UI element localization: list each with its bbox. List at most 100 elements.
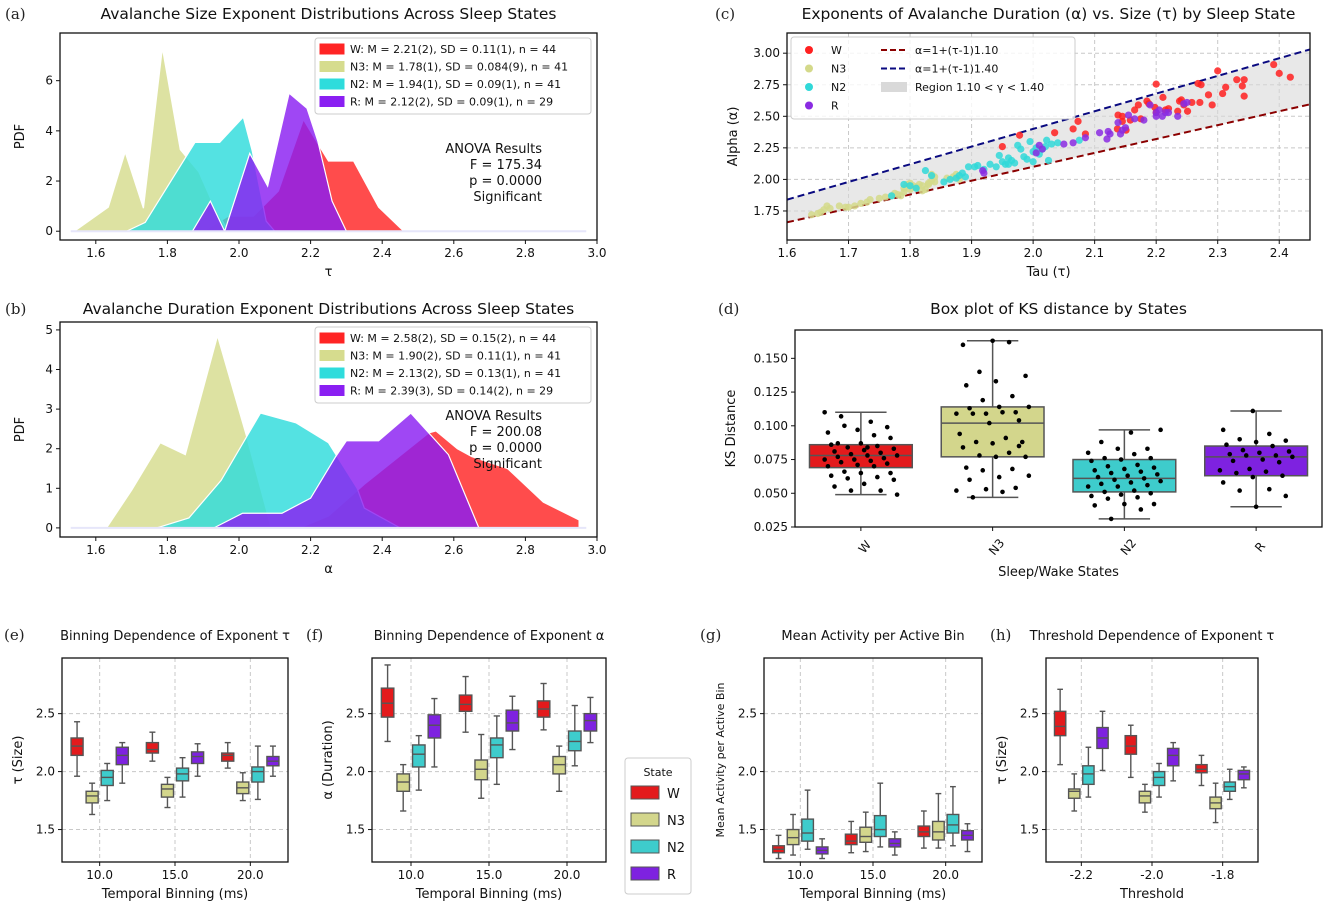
data-point [1122,501,1127,507]
legend-label: W: M = 2.21(2), SD = 0.11(1), n = 44 [350,43,556,56]
x-tick-label: 1.6 [777,246,796,260]
data-point [1237,436,1242,442]
box-iqr [411,744,426,768]
data-point [875,443,880,449]
x-tick-label: 2.4 [1270,246,1289,260]
box-iqr [251,766,265,783]
legend-swatch-R [319,96,345,107]
data-point [861,447,867,453]
data-point [832,484,837,489]
chart-title: Avalanche Size Exponent Distributions Ac… [101,5,557,23]
legend-swatch-W [319,43,345,55]
plot-area [772,782,974,860]
box-R-10.0 [115,741,129,784]
point-W [1219,89,1227,98]
data-point [868,458,874,464]
data-point [1267,486,1272,492]
y-tick-label: 0 [45,521,53,535]
data-point [993,378,999,384]
point-W [1134,101,1142,109]
legend-swatch-W [630,785,660,800]
chart-title: Exponents of Avalanche Duration (α) vs. … [802,5,1296,23]
box-iqr [801,818,815,842]
y-axis-label: PDF [13,417,28,442]
data-point [1019,439,1025,445]
data-point [878,450,883,456]
panel-label: (d) [718,300,739,318]
x-tick-label: 2.4 [373,543,392,557]
y-tick-label: 1.5 [738,823,757,837]
data-point [977,369,982,375]
point-N3 [814,209,822,218]
box-N3-20.0 [931,792,945,849]
point-W [1159,93,1167,101]
y-tick-label: 0.125 [754,385,788,399]
data-point [1118,457,1124,462]
data-point [1224,442,1229,447]
data-point [983,411,989,416]
data-point [825,463,831,469]
data-point [1151,501,1157,507]
axes-frame [61,657,289,863]
data-point [1115,446,1121,452]
data-point [838,459,844,465]
box-R-10.0 [815,838,829,860]
x-tick-label: 15.0 [860,868,887,882]
point-N3 [918,187,926,195]
data-point [1128,430,1134,435]
point-N2 [1047,140,1056,148]
box-R-20.0 [266,745,280,777]
x-tick-label: 2.8 [516,246,535,260]
box-N3-20.0 [552,745,567,792]
point-N3 [875,194,883,202]
x-axis-label: Temporal Binning (ms) [101,887,248,902]
box-W-20.0 [221,741,235,769]
x-tick-label: 2.8 [516,543,535,557]
legend-label: R [831,100,839,113]
x-tick-label: -2.2 [1070,868,1093,882]
data-point [1013,485,1018,491]
panel-d: (d) Box plot of KS distance by States W N3 N… [718,300,1323,580]
box-N3--2.0 [1138,783,1152,813]
data-point [835,441,841,446]
legend-swatch-R [630,866,660,881]
legend-label: N2: M = 1.94(1), SD = 0.09(1), n = 41 [350,78,561,91]
box-N3-10.0 [786,813,800,856]
data-point [1270,443,1275,449]
point-W [1238,82,1246,90]
point-R [1032,149,1040,157]
box-iqr [1124,734,1138,755]
y-tick-label: 3.00 [753,46,780,60]
data-point [838,414,844,419]
point-R [1069,139,1077,147]
point-R [979,166,987,175]
panel-c: (c) Exponents of Avalanche Duration (α) v… [715,5,1311,280]
anova-text: ANOVA Results [445,142,542,157]
point-R [1121,124,1130,132]
data-point [1135,462,1140,468]
data-point [970,411,976,416]
point-N2 [1011,159,1019,167]
data-point [858,441,864,446]
point-N3 [866,196,874,204]
data-point [1092,503,1098,508]
data-point [993,454,999,460]
x-axis-label: Temporal Binning (ms) [799,887,946,902]
data-point [1095,474,1101,480]
data-point [881,455,887,461]
legend-label: N3: M = 1.90(2), SD = 0.11(1), n = 41 [350,350,561,363]
data-point [845,445,850,450]
box-iqr [458,694,473,713]
chart-title: Avalanche Duration Exponent Distribution… [83,300,575,318]
point-N2 [927,172,936,180]
point-W [1015,131,1024,139]
point-W [998,142,1006,151]
anova-text: F = 175.34 [470,158,542,173]
data-point [973,439,979,445]
x-tick-label: 2.6 [444,543,463,557]
x-tick-label: 2.0 [229,246,248,260]
data-point [983,486,989,492]
point-N2 [940,178,948,186]
panel-e: (e) Binning Dependence of Exponent τ 10.0 1… [4,626,290,902]
data-point [1253,504,1259,510]
